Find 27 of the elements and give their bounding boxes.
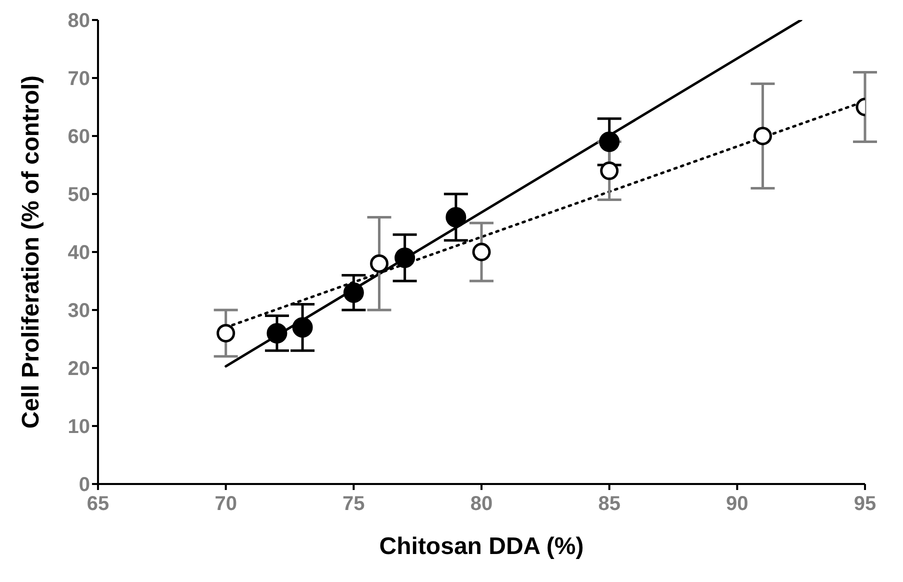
point (343, 282, 364, 303)
x-tick-label: 70 (214, 493, 237, 516)
x-tick-label: 80 (470, 493, 493, 516)
point (446, 206, 466, 228)
point (472, 242, 491, 262)
x-axis-title: Chitosan DDA (%) (379, 533, 584, 560)
point (216, 324, 236, 342)
x-tick-label: 85 (598, 493, 620, 516)
y-tick-label: 40 (68, 242, 90, 264)
y-tick-label: 70 (68, 68, 90, 90)
y-tick-label: 10 (68, 416, 90, 438)
point (292, 317, 313, 338)
y-axis-title: Cell Proliferation (% of control) (18, 75, 45, 429)
y-tick-label: 60 (68, 126, 90, 148)
point (370, 254, 388, 273)
x-tick-label: 90 (726, 493, 748, 516)
y-tick-label: 20 (68, 358, 90, 380)
point (600, 162, 619, 180)
y-tick-label: 30 (68, 300, 90, 322)
y-tick-label: 50 (68, 184, 90, 206)
x-tick-label: 75 (342, 493, 365, 516)
point (753, 126, 772, 146)
point (394, 248, 416, 268)
point (266, 322, 288, 344)
x-tick-label: 95 (854, 493, 876, 516)
y-tick-label: 80 (68, 10, 90, 32)
point (599, 132, 620, 152)
